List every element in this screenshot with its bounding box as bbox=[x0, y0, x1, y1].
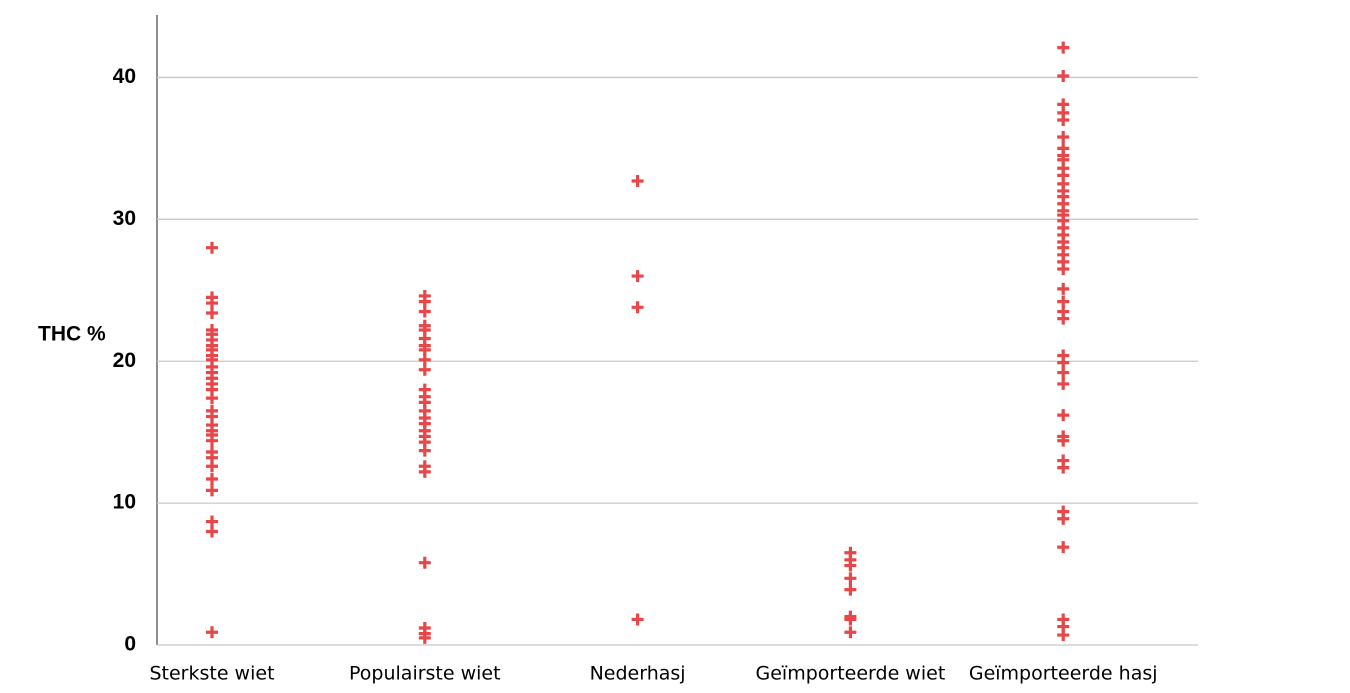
point bbox=[1057, 512, 1070, 525]
point bbox=[1057, 114, 1070, 126]
point bbox=[206, 392, 218, 405]
point bbox=[844, 626, 857, 639]
point bbox=[1057, 377, 1070, 390]
point bbox=[418, 363, 431, 376]
y-tick-label: 20 bbox=[113, 349, 136, 372]
point bbox=[206, 484, 218, 497]
point bbox=[1057, 131, 1070, 144]
x-tick-label: Geïmporteerde hasj bbox=[969, 663, 1158, 685]
point bbox=[206, 306, 218, 319]
point bbox=[631, 270, 644, 283]
point bbox=[1057, 41, 1070, 54]
x-tick-label: Geïmporteerde wiet bbox=[756, 663, 946, 685]
point bbox=[1057, 629, 1070, 642]
point bbox=[631, 175, 644, 188]
point bbox=[844, 572, 857, 585]
point bbox=[206, 241, 218, 254]
point bbox=[1057, 312, 1070, 325]
point bbox=[631, 301, 644, 314]
point bbox=[418, 556, 431, 569]
point bbox=[206, 525, 218, 538]
point bbox=[1057, 366, 1070, 379]
point bbox=[206, 434, 218, 447]
point bbox=[1057, 262, 1070, 275]
y-tick-label: 10 bbox=[113, 491, 136, 514]
point bbox=[418, 305, 431, 318]
point bbox=[1057, 70, 1070, 83]
point bbox=[631, 613, 644, 626]
point bbox=[418, 465, 431, 478]
point bbox=[1057, 434, 1070, 447]
x-tick-label: Populairste wiet bbox=[349, 663, 501, 685]
x-tick-label: Sterkste wiet bbox=[149, 663, 274, 685]
point bbox=[418, 631, 431, 644]
y-tick-label: 0 bbox=[124, 633, 136, 656]
point bbox=[1057, 409, 1070, 422]
point bbox=[418, 444, 431, 457]
y-tick-label: 30 bbox=[113, 207, 136, 230]
point bbox=[1057, 282, 1070, 295]
point bbox=[1057, 541, 1070, 554]
point bbox=[844, 559, 857, 572]
y-axis-label: THC % bbox=[38, 323, 106, 346]
point bbox=[844, 613, 857, 626]
y-tick-label: 40 bbox=[113, 65, 136, 88]
point bbox=[206, 472, 218, 485]
point bbox=[844, 583, 857, 596]
point bbox=[206, 626, 218, 639]
point bbox=[206, 460, 218, 473]
point bbox=[1057, 461, 1070, 474]
x-tick-label: Nederhasj bbox=[590, 663, 686, 685]
